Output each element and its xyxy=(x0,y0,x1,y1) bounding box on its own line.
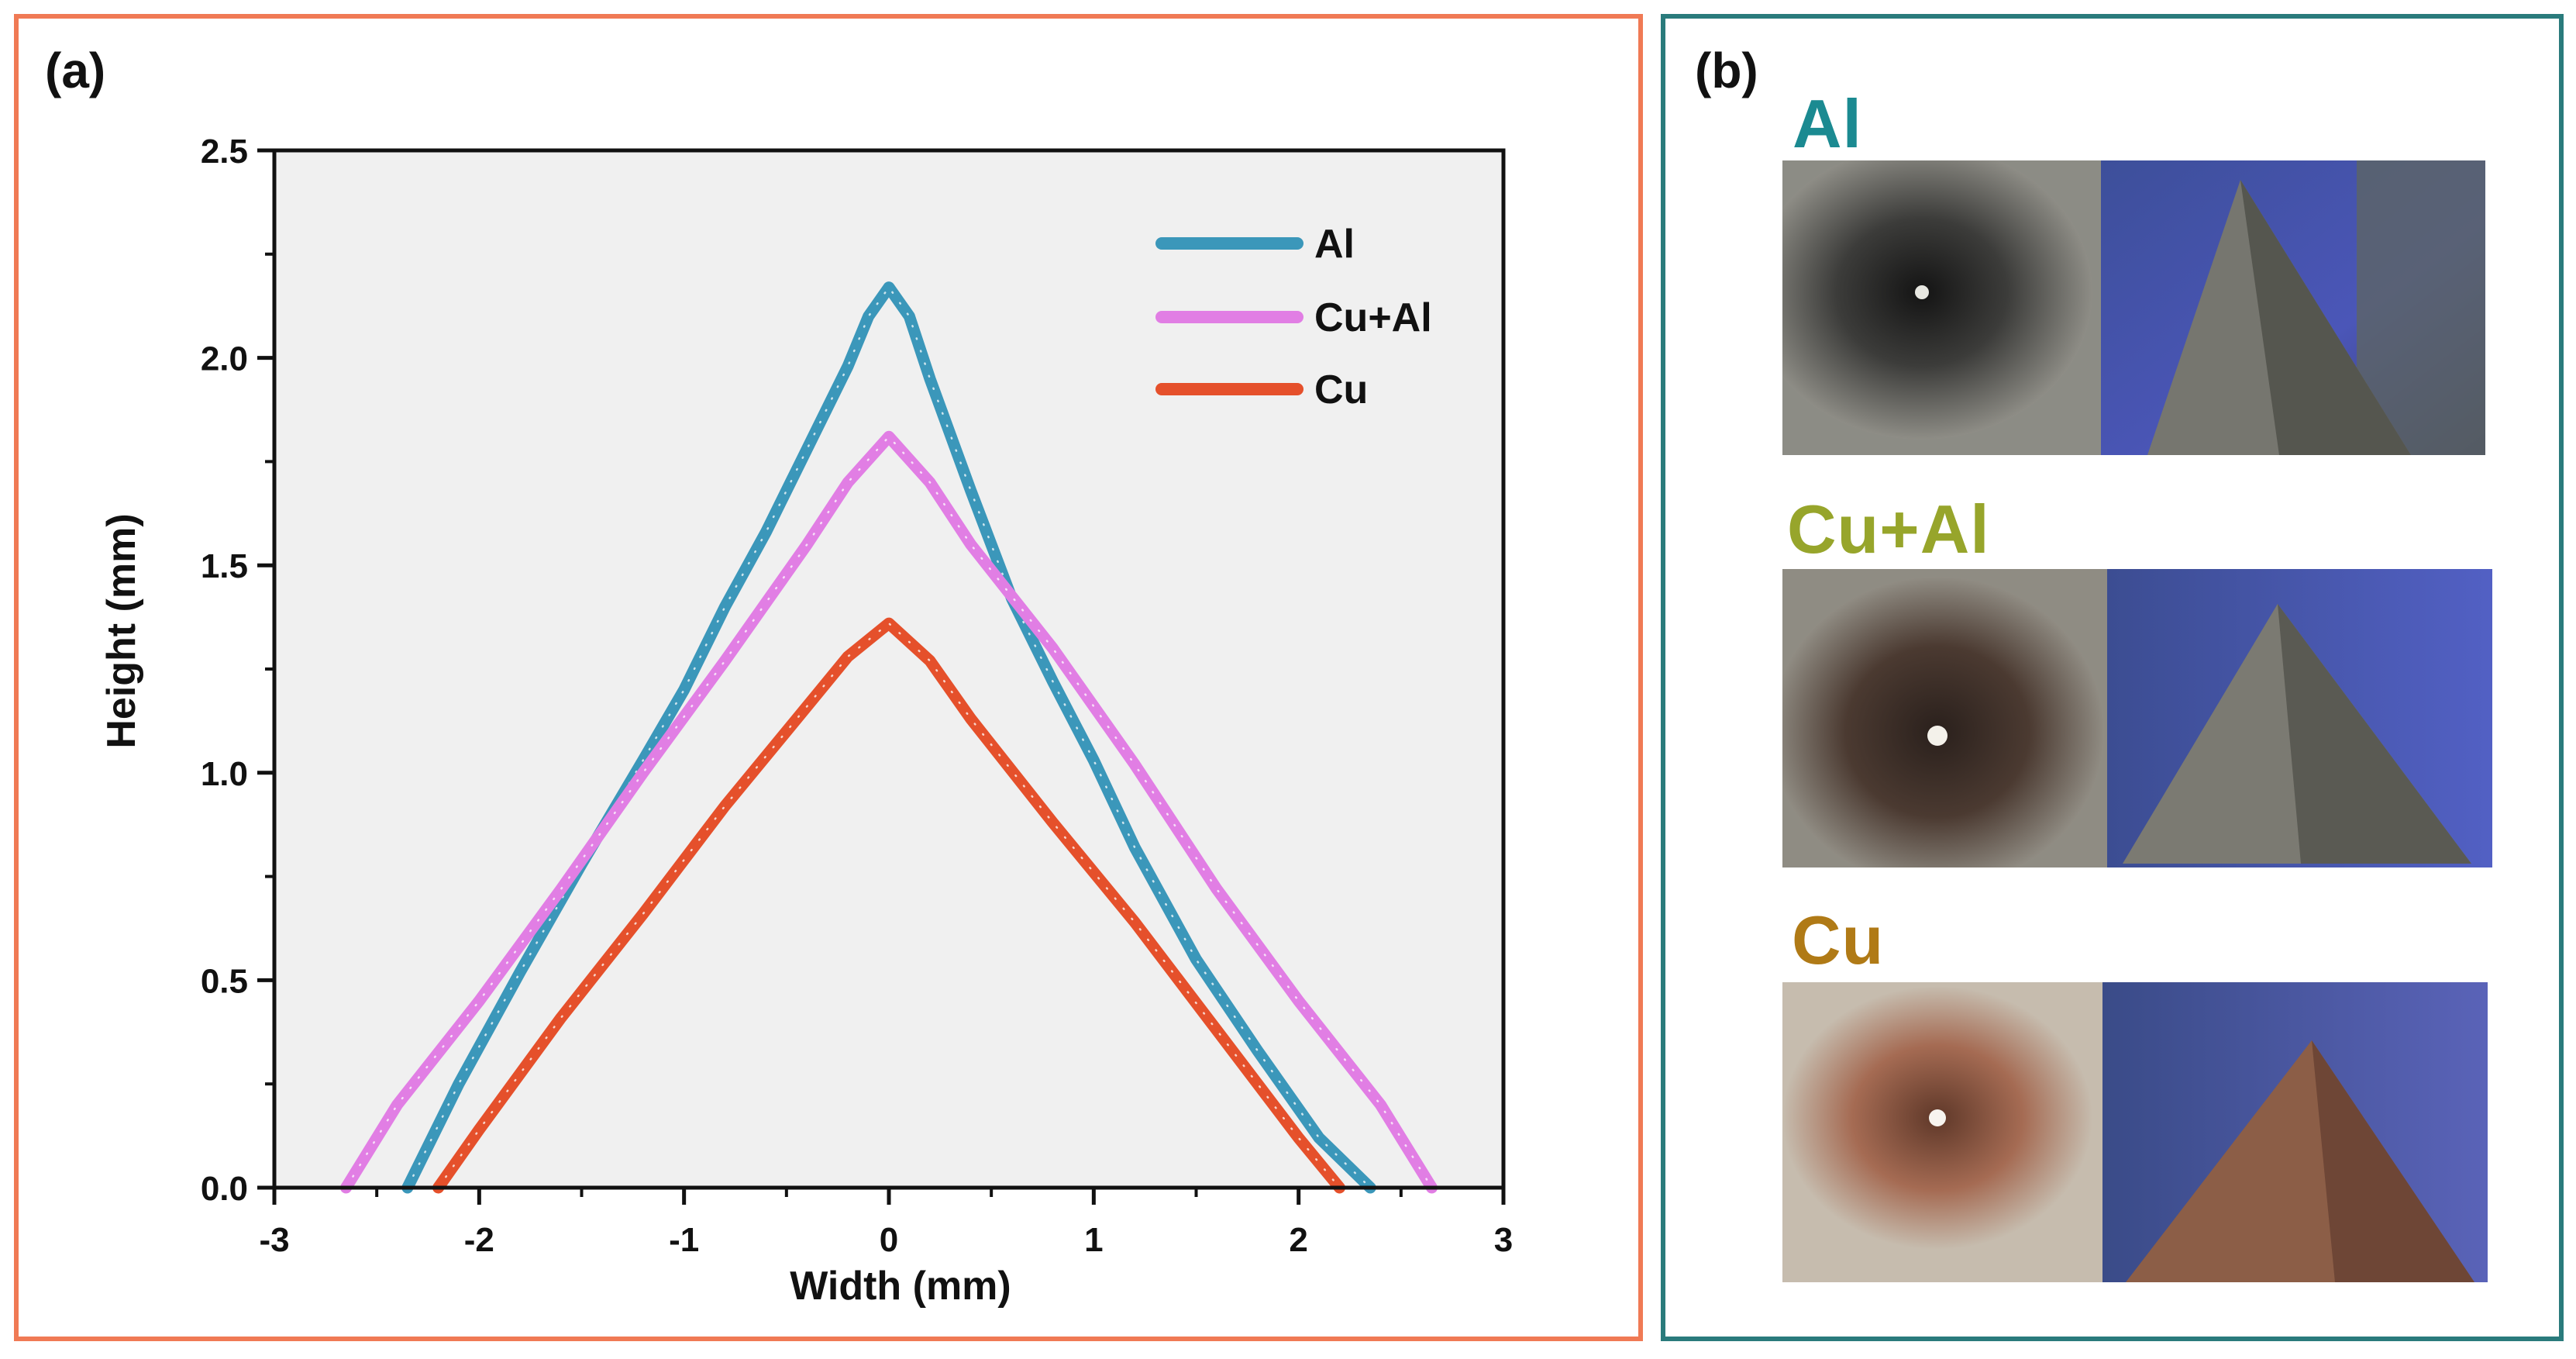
y-tick-label: 2.0 xyxy=(201,340,248,378)
legend-label-al: Al xyxy=(1314,222,1355,267)
line-chart: -3 -2 -1 0 1 2 30.00.51.01.52.02.5 Width (mm) … xyxy=(99,133,1513,1309)
sample-title-cu-al: Cu+Al xyxy=(1787,491,1990,567)
x-tick-label: 2 xyxy=(1289,1221,1307,1259)
plot-area xyxy=(274,150,1503,1188)
panel-a: (a) -3 -2 -1 0 1 2 3 0.0 0.5 1.0 1.5 2.0 2.5 Width (… xyxy=(14,14,1643,1341)
al-side-view-photo xyxy=(2101,160,2485,455)
legend-label-cu: Cu xyxy=(1314,367,1368,412)
series-line-cu xyxy=(432,617,1345,1194)
x-tick-label: -3 xyxy=(259,1221,289,1259)
x-axis-title: Width (mm) xyxy=(790,1264,1011,1309)
cu-side-view-photo xyxy=(2102,982,2488,1282)
sample-title-cu: Cu xyxy=(1792,902,1885,978)
y-axis-title: Height (mm) xyxy=(99,513,144,748)
x-tick-label: -1 xyxy=(669,1221,699,1259)
cu-top-view-photo xyxy=(1782,982,2102,1282)
y-tick-label: 0.5 xyxy=(201,962,248,1000)
y-tick-label: 1.5 xyxy=(201,547,248,585)
legend-label-cu-al: Cu+Al xyxy=(1314,295,1432,340)
x-tick-label: 1 xyxy=(1084,1221,1103,1259)
series-line-cu-al xyxy=(340,430,1438,1194)
panel-b-label: (b) xyxy=(1695,43,1758,98)
panel-a-label: (a) xyxy=(45,43,106,98)
legend: Al Cu+Al Cu xyxy=(1155,222,1432,412)
y-tick-label: 1.0 xyxy=(201,755,248,793)
cu-al-side-view-photo xyxy=(2107,569,2492,867)
y-tick-label: 0.0 xyxy=(201,1170,248,1208)
x-tick-label: 0 xyxy=(880,1221,898,1259)
x-tick-label: 3 xyxy=(1494,1221,1513,1259)
panel-b: (b) Al Cu+Al Cu xyxy=(1661,14,2564,1341)
al-top-view-photo xyxy=(1782,160,2101,455)
y-tick-label: 2.5 xyxy=(201,133,248,171)
cu-al-top-view-photo xyxy=(1782,569,2107,867)
x-tick-label: -2 xyxy=(464,1221,494,1259)
sample-title-al: Al xyxy=(1793,85,1862,162)
